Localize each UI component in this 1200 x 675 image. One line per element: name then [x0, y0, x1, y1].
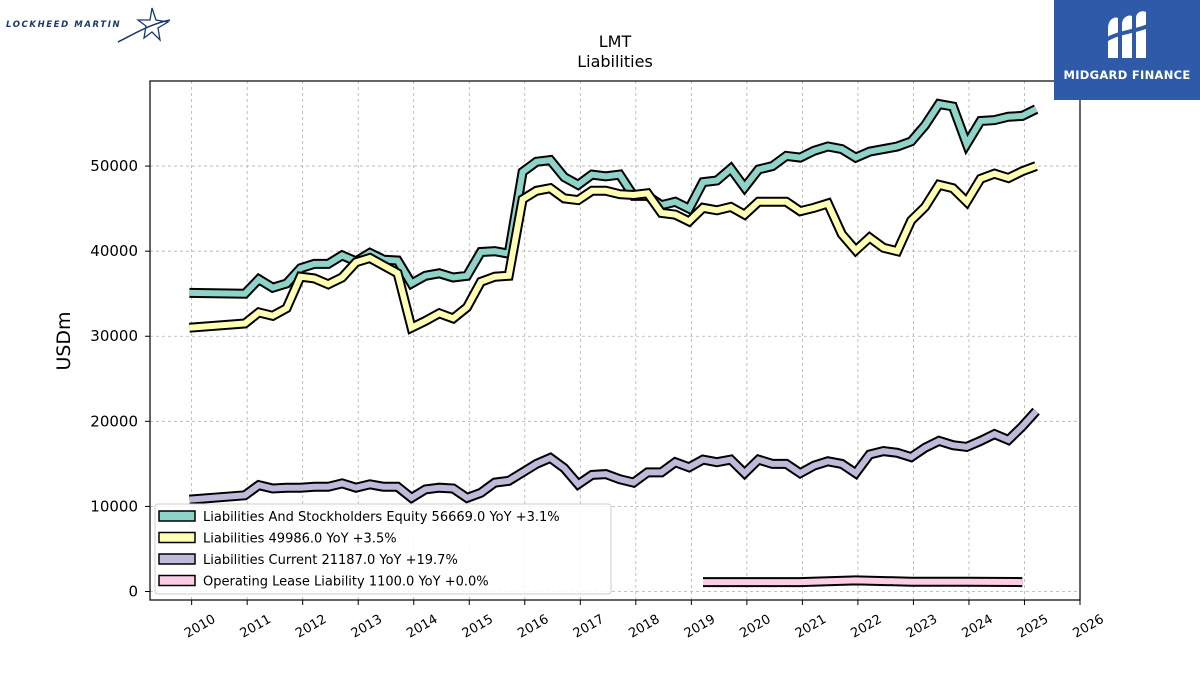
- star-swoosh-icon: [117, 7, 171, 43]
- chart-subtitle: Liabilities: [577, 52, 653, 71]
- y-tick-label: 40000: [90, 242, 138, 260]
- x-tick-label: 2011: [238, 612, 274, 642]
- y-tick-label: 0: [128, 582, 138, 600]
- x-tick-label: 2020: [737, 612, 773, 642]
- y-tick-label: 20000: [90, 412, 138, 430]
- x-tick-label: 2010: [182, 612, 218, 642]
- x-tick-label: 2018: [626, 612, 662, 642]
- midgard-emblem-icon: [1104, 11, 1149, 59]
- series-layer: [189, 98, 1040, 588]
- x-tick-label: 2025: [1015, 612, 1051, 642]
- series-line: [189, 409, 1039, 503]
- plot-area-frame: [149, 80, 1081, 601]
- y-tick-label: 50000: [90, 157, 138, 175]
- y-tick-label: 30000: [90, 327, 138, 345]
- midgard-finance-logo: MIDGARD FINANCE: [1054, 0, 1200, 100]
- series-line: [189, 163, 1038, 333]
- y-axis-label: USDm: [53, 311, 75, 370]
- legend-entry-label: Operating Lease Liability 1100.0 YoY +0.…: [203, 575, 489, 590]
- lockheed-martin-logo-text: LOCKHEED MARTIN: [6, 20, 122, 30]
- y-tick-label: 10000: [90, 497, 138, 515]
- legend: Liabilities And Stockholders Equity 5666…: [154, 503, 612, 595]
- legend-swatch: [158, 510, 196, 522]
- legend-swatch: [158, 553, 196, 565]
- x-tick-label: 2024: [959, 612, 995, 642]
- x-tick-label: 2017: [571, 612, 607, 642]
- x-tick-label: 2023: [904, 612, 940, 642]
- x-tick-label: 2012: [293, 612, 329, 642]
- grid-layer: [150, 81, 1081, 600]
- x-tick-label: 2015: [460, 612, 496, 642]
- midgard-finance-logo-text: MIDGARD FINANCE: [1063, 68, 1191, 82]
- legend-box: [154, 503, 612, 595]
- series-line: [703, 577, 1023, 586]
- series-line: [189, 100, 1038, 297]
- legend-swatch: [158, 574, 196, 587]
- legend-entry-label: Liabilities 49986.0 YoY +3.5%: [203, 532, 397, 547]
- x-tick-label: 2019: [682, 612, 718, 642]
- x-tick-label: 2022: [848, 612, 884, 642]
- legend-entry-label: Liabilities And Stockholders Equity 5666…: [203, 510, 560, 525]
- chart-title: LMT: [599, 32, 632, 51]
- x-tick-label: 2016: [515, 612, 551, 642]
- legend-swatch: [158, 531, 196, 544]
- x-tick-label: 2021: [793, 612, 829, 642]
- x-tick-label: 2026: [1071, 612, 1107, 642]
- x-tick-label: 2014: [404, 612, 440, 642]
- x-tick-label: 2013: [349, 612, 385, 642]
- lockheed-martin-logo: LOCKHEED MARTIN: [4, 6, 174, 46]
- legend-entry-label: Liabilities Current 21187.0 YoY +19.7%: [203, 553, 458, 568]
